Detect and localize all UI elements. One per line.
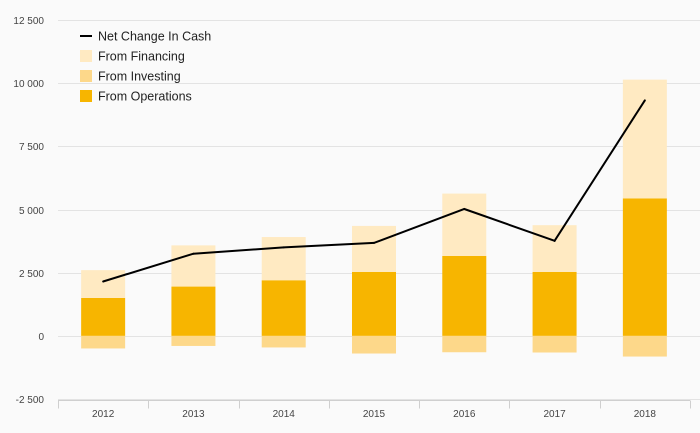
y-tick-label: 2 500 — [19, 269, 44, 280]
x-tick-label: 2015 — [363, 409, 386, 420]
y-tick-label: 12 500 — [13, 16, 44, 27]
bar-from-operations-2012 — [81, 297, 126, 336]
tick-labels: -2 500 0 2 500 5 000 7 500 10 000 12 500 2012 20… — [13, 16, 656, 420]
x-tick-label: 2016 — [453, 409, 476, 420]
y-tick-label: 5 000 — [19, 206, 44, 217]
bar-from-investing-2017 — [532, 335, 577, 353]
bar-from-investing-2012 — [81, 335, 126, 349]
net-change-point-2013 — [192, 252, 195, 255]
legend-swatch-from-operations — [80, 90, 92, 102]
net-change-point-2016 — [463, 207, 466, 210]
net-change-point-2015 — [373, 241, 375, 244]
x-tick-label: 2012 — [92, 409, 115, 420]
net-change-point-2017 — [553, 239, 556, 242]
bar-from-operations-2014 — [261, 280, 306, 336]
legend: Net Change In Cash From Financing From Inv… — [80, 30, 211, 104]
legend-label-net-change-in-cash: Net Change In Cash — [98, 30, 211, 44]
legend-label-from-operations: From Operations — [98, 90, 192, 104]
bar-from-financing-2016 — [442, 193, 487, 256]
bar-from-operations-2017 — [532, 271, 577, 336]
y-tick-label: 10 000 — [13, 79, 44, 90]
y-tick-label: 0 — [38, 332, 44, 343]
legend-label-from-financing: From Financing — [98, 50, 185, 64]
net-change-point-2014 — [282, 246, 285, 249]
bar-from-investing-2018 — [622, 335, 667, 357]
net-change-point-2012 — [102, 280, 105, 283]
x-tick-label: 2018 — [634, 409, 657, 420]
bar-from-financing-2014 — [261, 237, 306, 281]
y-tick-label: 7 500 — [19, 142, 44, 153]
bar-from-financing-2018 — [622, 79, 667, 199]
y-tick-label: -2 500 — [16, 395, 45, 406]
x-tick-label: 2013 — [182, 409, 205, 420]
x-tick-label: 2017 — [543, 409, 566, 420]
bar-from-operations-2015 — [352, 271, 396, 336]
bar-from-financing-2012 — [81, 270, 126, 298]
bar-from-operations-2018 — [622, 198, 667, 336]
bar-from-investing-2015 — [352, 335, 396, 354]
net-change-line — [102, 99, 646, 283]
x-tick-label: 2014 — [273, 409, 296, 420]
bars — [81, 79, 667, 357]
legend-label-from-investing: From Investing — [98, 70, 181, 84]
bar-from-financing-2015 — [352, 225, 396, 272]
bar-from-investing-2014 — [261, 335, 306, 348]
bar-from-investing-2016 — [442, 335, 487, 353]
bar-from-financing-2013 — [171, 245, 216, 287]
bar-from-operations-2016 — [442, 255, 487, 336]
bar-from-financing-2017 — [532, 225, 577, 272]
legend-swatch-from-investing — [80, 70, 92, 82]
legend-swatch-from-financing — [80, 50, 92, 62]
net-change-point-2018 — [643, 99, 646, 102]
bar-from-investing-2013 — [171, 335, 216, 346]
x-axis — [58, 400, 691, 409]
bar-from-operations-2013 — [171, 286, 216, 336]
